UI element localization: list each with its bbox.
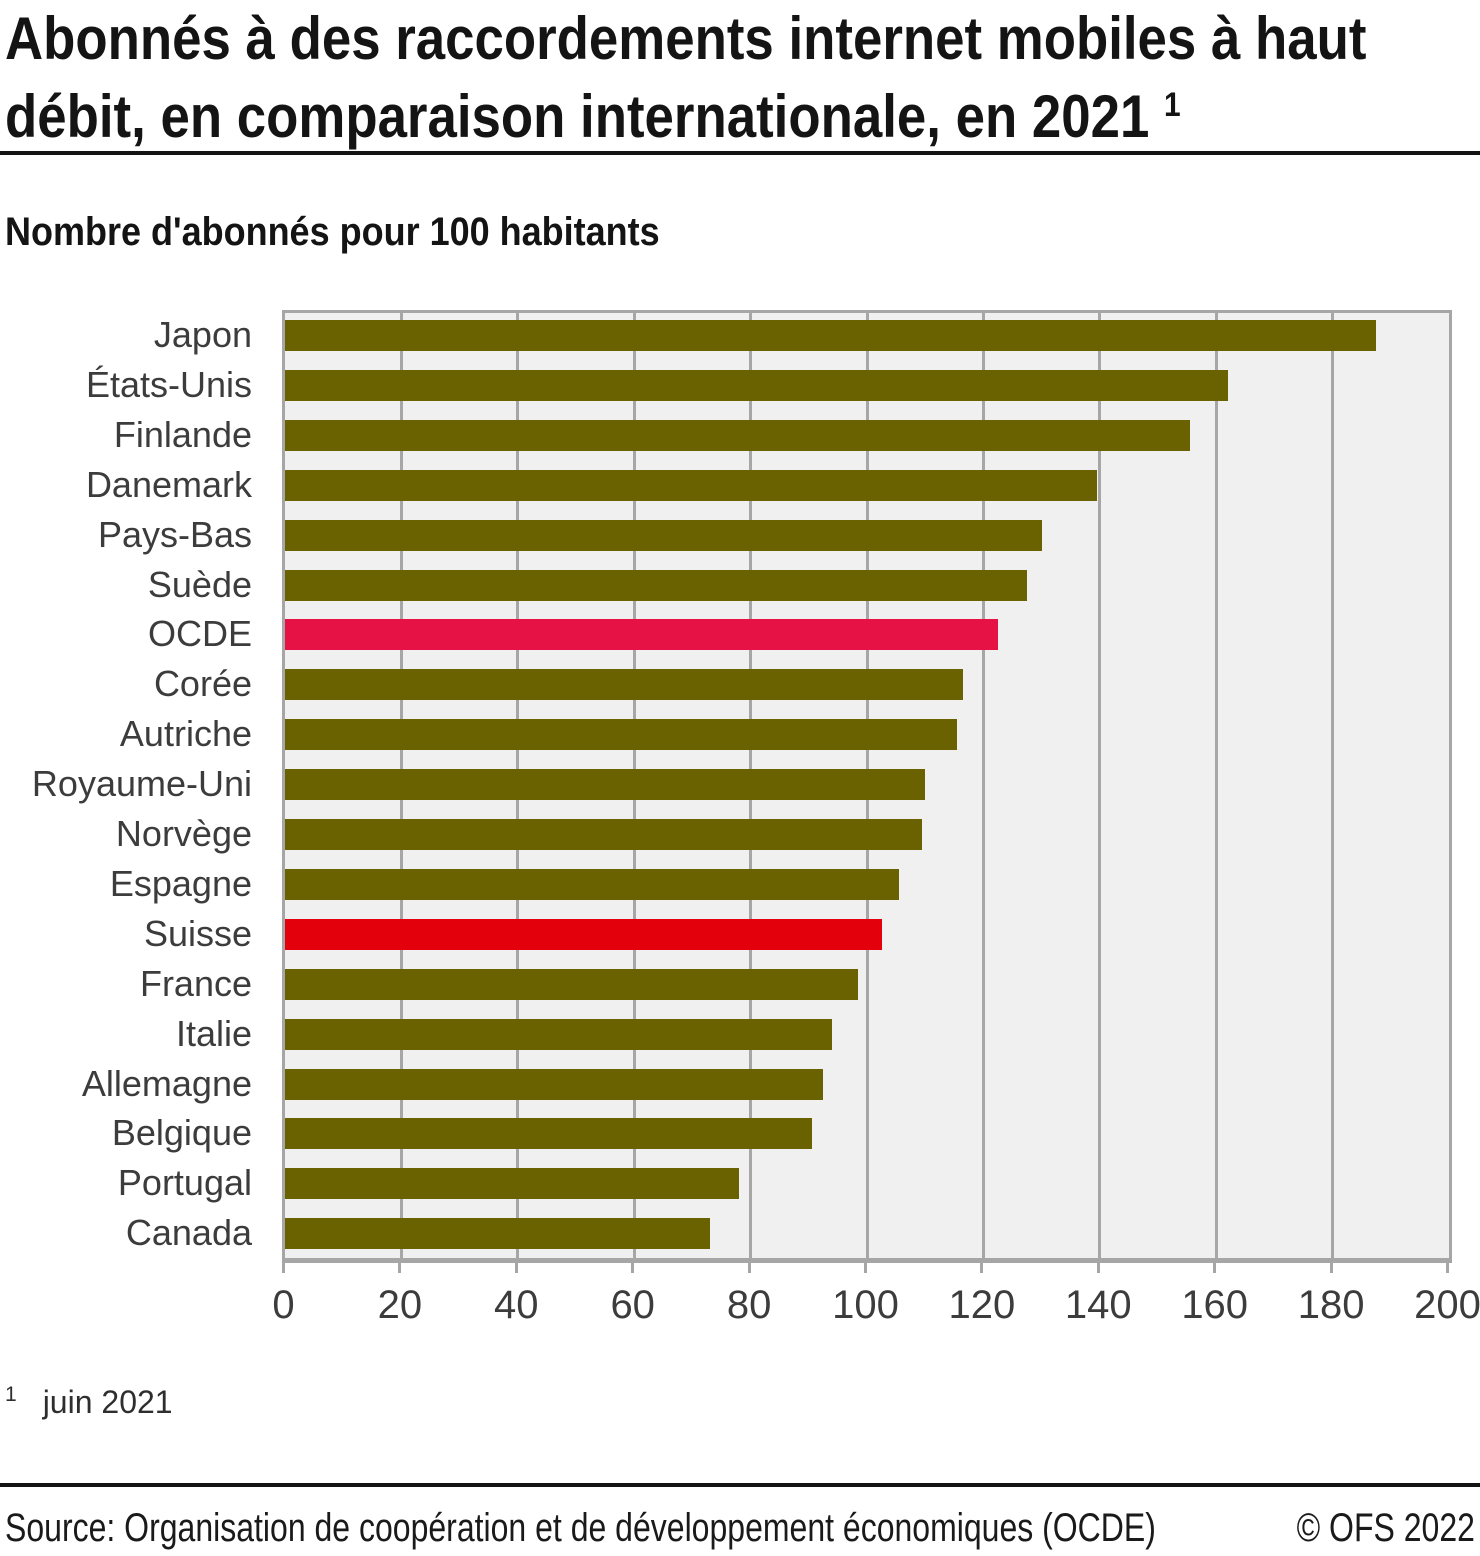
- tick-label: 140: [1064, 1283, 1132, 1327]
- bar-Norvège: [285, 819, 923, 850]
- page-title-line1: Abonnés à des raccordements internet mob…: [5, 5, 1367, 72]
- category-label-Pays-Bas: Pays-Bas: [97, 513, 252, 555]
- tick-label: 80: [726, 1283, 772, 1327]
- source-text: Source: Organisation de coopération et d…: [5, 1506, 1156, 1550]
- tick-label: 200: [1414, 1283, 1480, 1327]
- tick-mark: [514, 1263, 518, 1273]
- title-divider: [0, 151, 1480, 155]
- bar-Japon: [285, 320, 1377, 351]
- footer-divider: [0, 1483, 1480, 1487]
- bar-OCDE: [285, 619, 998, 651]
- category-label-Finlande: Finlande: [113, 413, 252, 455]
- tick-mark: [282, 1263, 285, 1273]
- category-label-Norvège: Norvège: [115, 813, 252, 854]
- bar-Danemark: [285, 469, 1097, 501]
- bar-Portugal: [285, 1168, 739, 1200]
- tick-label: 100: [832, 1283, 899, 1327]
- gridline: [1098, 313, 1102, 1258]
- gridline: [1331, 313, 1335, 1258]
- tick-mark: [398, 1263, 402, 1273]
- copyright-text: © OFS 2022: [1296, 1506, 1475, 1550]
- tick-label: 0: [272, 1283, 295, 1327]
- bar-Royaume-Uni: [285, 769, 926, 801]
- bar-Pays-Bas: [285, 519, 1042, 551]
- category-label-Danemark: Danemark: [85, 463, 252, 505]
- page-title: Abonnés à des raccordements internet mob…: [5, 0, 1480, 156]
- chart-subtitle: Nombre d'abonnés pour 100 habitants: [5, 210, 660, 254]
- footnote-marker: 1: [5, 1383, 17, 1407]
- category-label-OCDE: OCDE: [147, 613, 252, 655]
- category-label-Allemagne: Allemagne: [81, 1062, 252, 1104]
- gridline: [981, 313, 985, 1258]
- bar-Espagne: [285, 868, 899, 900]
- category-label-Suède: Suède: [147, 563, 252, 605]
- tick-mark: [1446, 1263, 1449, 1273]
- tick-label: 160: [1181, 1283, 1249, 1327]
- category-label-France: France: [139, 962, 252, 1004]
- plot-area: [282, 310, 1452, 1258]
- tick-label: 40: [494, 1283, 539, 1327]
- category-label-Belgique: Belgique: [111, 1112, 252, 1154]
- footnote-text: juin 2021: [42, 1384, 173, 1420]
- bar-Corée: [285, 669, 964, 701]
- category-label-Suisse: Suisse: [143, 912, 252, 954]
- x-axis-line: [282, 1258, 1452, 1263]
- category-label-Canada: Canada: [125, 1212, 252, 1254]
- footnote: 1 juin 2021: [5, 1384, 173, 1421]
- bar-États-Unis: [285, 369, 1228, 401]
- category-label-Italie: Italie: [175, 1012, 252, 1054]
- page-title-line2-text: débit, en comparaison internationale, en…: [5, 83, 1150, 150]
- bar-Autriche: [285, 719, 958, 751]
- category-label-Portugal: Portugal: [117, 1162, 252, 1204]
- tick-label: 20: [377, 1283, 423, 1327]
- bar-Finlande: [285, 419, 1190, 451]
- tick-mark: [747, 1263, 751, 1273]
- tick-mark: [1329, 1263, 1333, 1273]
- bar-Suède: [285, 569, 1028, 601]
- category-label-Corée: Corée: [153, 663, 252, 705]
- tick-mark: [980, 1263, 984, 1273]
- bar-Suisse: [285, 918, 882, 950]
- source-bar: Source: Organisation de coopération et d…: [5, 1506, 1475, 1552]
- footnote-reference: 1: [1164, 86, 1181, 124]
- tick-mark: [631, 1263, 635, 1273]
- tick-label: 120: [948, 1283, 1016, 1327]
- bar-Italie: [285, 1018, 833, 1050]
- category-label-États-Unis: États-Unis: [85, 363, 252, 405]
- y-axis-labels: Japon États-Unis Finlande Danemark Pays-Bas S…: [0, 310, 252, 1258]
- category-label-Espagne: Espagne: [109, 862, 252, 904]
- tick-mark: [1096, 1263, 1100, 1273]
- tick-mark: [1213, 1263, 1217, 1273]
- category-label-Japon: Japon: [153, 314, 252, 355]
- bar-Allemagne: [285, 1068, 824, 1100]
- tick-label: 180: [1297, 1283, 1365, 1327]
- bar-France: [285, 968, 859, 1000]
- category-label-Autriche: Autriche: [119, 713, 252, 755]
- category-label-Royaume-Uni: Royaume-Uni: [31, 763, 252, 805]
- page-title-line2: débit, en comparaison internationale, en…: [5, 78, 1366, 156]
- tick-mark: [864, 1263, 867, 1273]
- bar-Belgique: [285, 1118, 812, 1150]
- tick-label: 60: [610, 1283, 655, 1327]
- gridline: [1214, 313, 1218, 1258]
- bar-Canada: [285, 1218, 710, 1250]
